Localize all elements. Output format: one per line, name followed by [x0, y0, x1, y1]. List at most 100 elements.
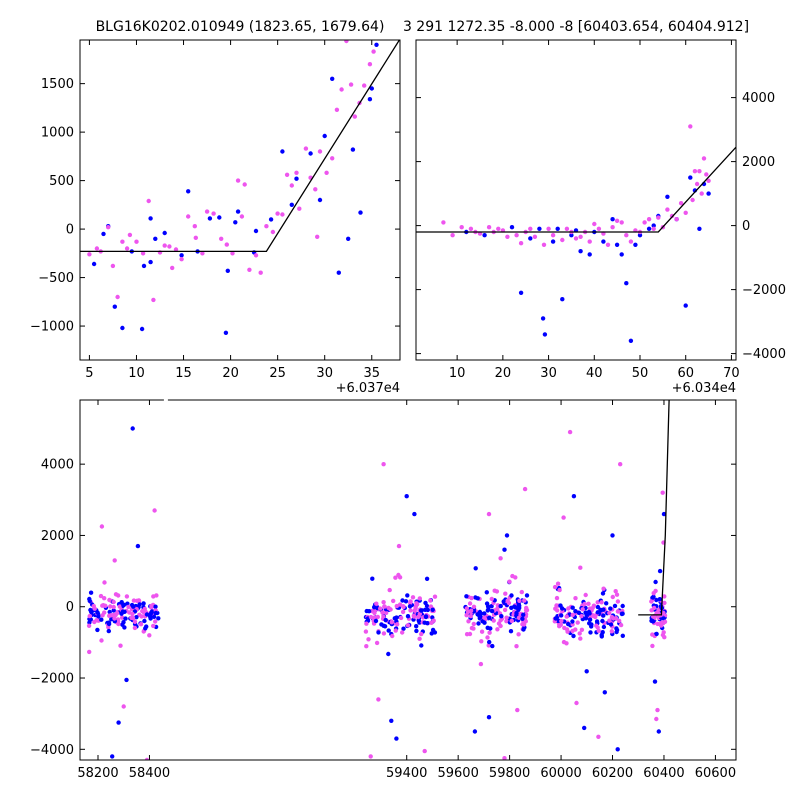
data-point	[570, 612, 575, 618]
data-point	[204, 209, 210, 214]
data-point	[498, 556, 503, 561]
data-point	[560, 237, 565, 243]
data-point	[614, 592, 620, 597]
data-point	[574, 700, 579, 706]
data-point	[289, 183, 294, 188]
data-point	[614, 242, 620, 247]
data-point	[87, 252, 92, 257]
data-point	[473, 566, 478, 571]
x-tick-label: 59800	[489, 766, 530, 781]
data-point	[495, 627, 500, 632]
panel-top-right: 10 20 30 40 50 60 70−4000 −2000 0 2000 4000 +6.034e…	[403, 19, 786, 396]
data-point	[381, 631, 387, 636]
data-point	[651, 226, 656, 231]
data-point	[610, 594, 615, 600]
data-point	[560, 297, 565, 302]
data-point	[247, 267, 252, 272]
data-point	[151, 297, 156, 303]
data-point	[414, 624, 419, 629]
data-point	[162, 243, 167, 248]
data-point	[253, 253, 259, 258]
chart-title: 3 291 1272.35 -8.000 -8 [60403.654, 6040…	[403, 19, 749, 35]
data-point	[489, 604, 494, 609]
data-point	[600, 591, 606, 596]
data-point	[381, 614, 386, 620]
data-point	[479, 639, 484, 644]
data-point	[561, 639, 567, 645]
data-point	[618, 622, 624, 628]
data-point	[275, 211, 280, 216]
data-point	[144, 612, 150, 617]
x-tick-label: 50	[632, 366, 649, 381]
panel-top-left: 5 10 15 20 25 30 35 −1000 −500 0 500 1000 1500 +6.037…	[30, 19, 401, 396]
data-point	[372, 610, 377, 616]
data-point	[344, 40, 349, 44]
data-point	[233, 220, 238, 225]
data-point	[289, 202, 294, 207]
data-point	[424, 576, 430, 581]
data-point	[655, 707, 660, 713]
data-point	[476, 621, 481, 626]
data-point	[193, 235, 198, 240]
data-point	[219, 236, 224, 241]
x-tick-label: 30	[316, 366, 333, 381]
y-tick-label: 4000	[742, 91, 775, 106]
data-point	[620, 633, 625, 638]
data-point	[559, 613, 564, 618]
data-point	[151, 623, 156, 629]
data-point	[373, 618, 379, 624]
data-point	[490, 643, 495, 649]
data-point	[117, 604, 123, 609]
data-point	[650, 619, 656, 624]
data-point	[688, 175, 693, 180]
data-point	[374, 601, 379, 606]
data-point	[674, 217, 679, 222]
data-point	[550, 239, 556, 244]
data-point	[587, 239, 592, 244]
data-point	[397, 575, 403, 580]
data-point	[393, 575, 398, 580]
data-point	[148, 259, 153, 265]
data-point	[139, 614, 144, 619]
data-point	[110, 263, 116, 269]
data-point	[573, 236, 579, 241]
data-point	[280, 212, 285, 217]
data-point	[392, 616, 397, 621]
data-point	[475, 596, 480, 601]
data-point	[577, 631, 582, 636]
data-point	[571, 633, 576, 639]
data-point	[467, 601, 473, 606]
data-point	[459, 225, 464, 230]
data-point	[614, 218, 620, 223]
data-point	[615, 599, 621, 604]
data-point	[394, 603, 399, 609]
data-point	[380, 610, 385, 615]
data-point	[516, 632, 521, 637]
data-point	[697, 169, 702, 174]
data-point	[610, 533, 615, 538]
data-point	[401, 626, 406, 631]
data-point	[430, 627, 436, 633]
data-point	[528, 236, 533, 241]
data-point	[418, 608, 424, 613]
data-point	[610, 225, 615, 230]
data-point	[124, 677, 129, 683]
data-point	[87, 649, 92, 655]
data-point	[521, 627, 526, 632]
y-tick-label: −2000	[742, 283, 786, 298]
data-point	[552, 584, 558, 590]
data-point	[615, 747, 620, 752]
data-point	[352, 114, 357, 119]
data-point	[502, 756, 507, 760]
data-point	[542, 332, 548, 337]
data-point	[148, 216, 153, 221]
data-point	[491, 618, 496, 623]
data-point	[573, 609, 578, 614]
data-point	[570, 619, 575, 624]
data-point	[111, 604, 116, 610]
data-point	[94, 246, 100, 251]
x-tick-label: 25	[269, 366, 286, 381]
data-point	[430, 607, 435, 612]
x-tick-label: 60000	[540, 766, 581, 781]
